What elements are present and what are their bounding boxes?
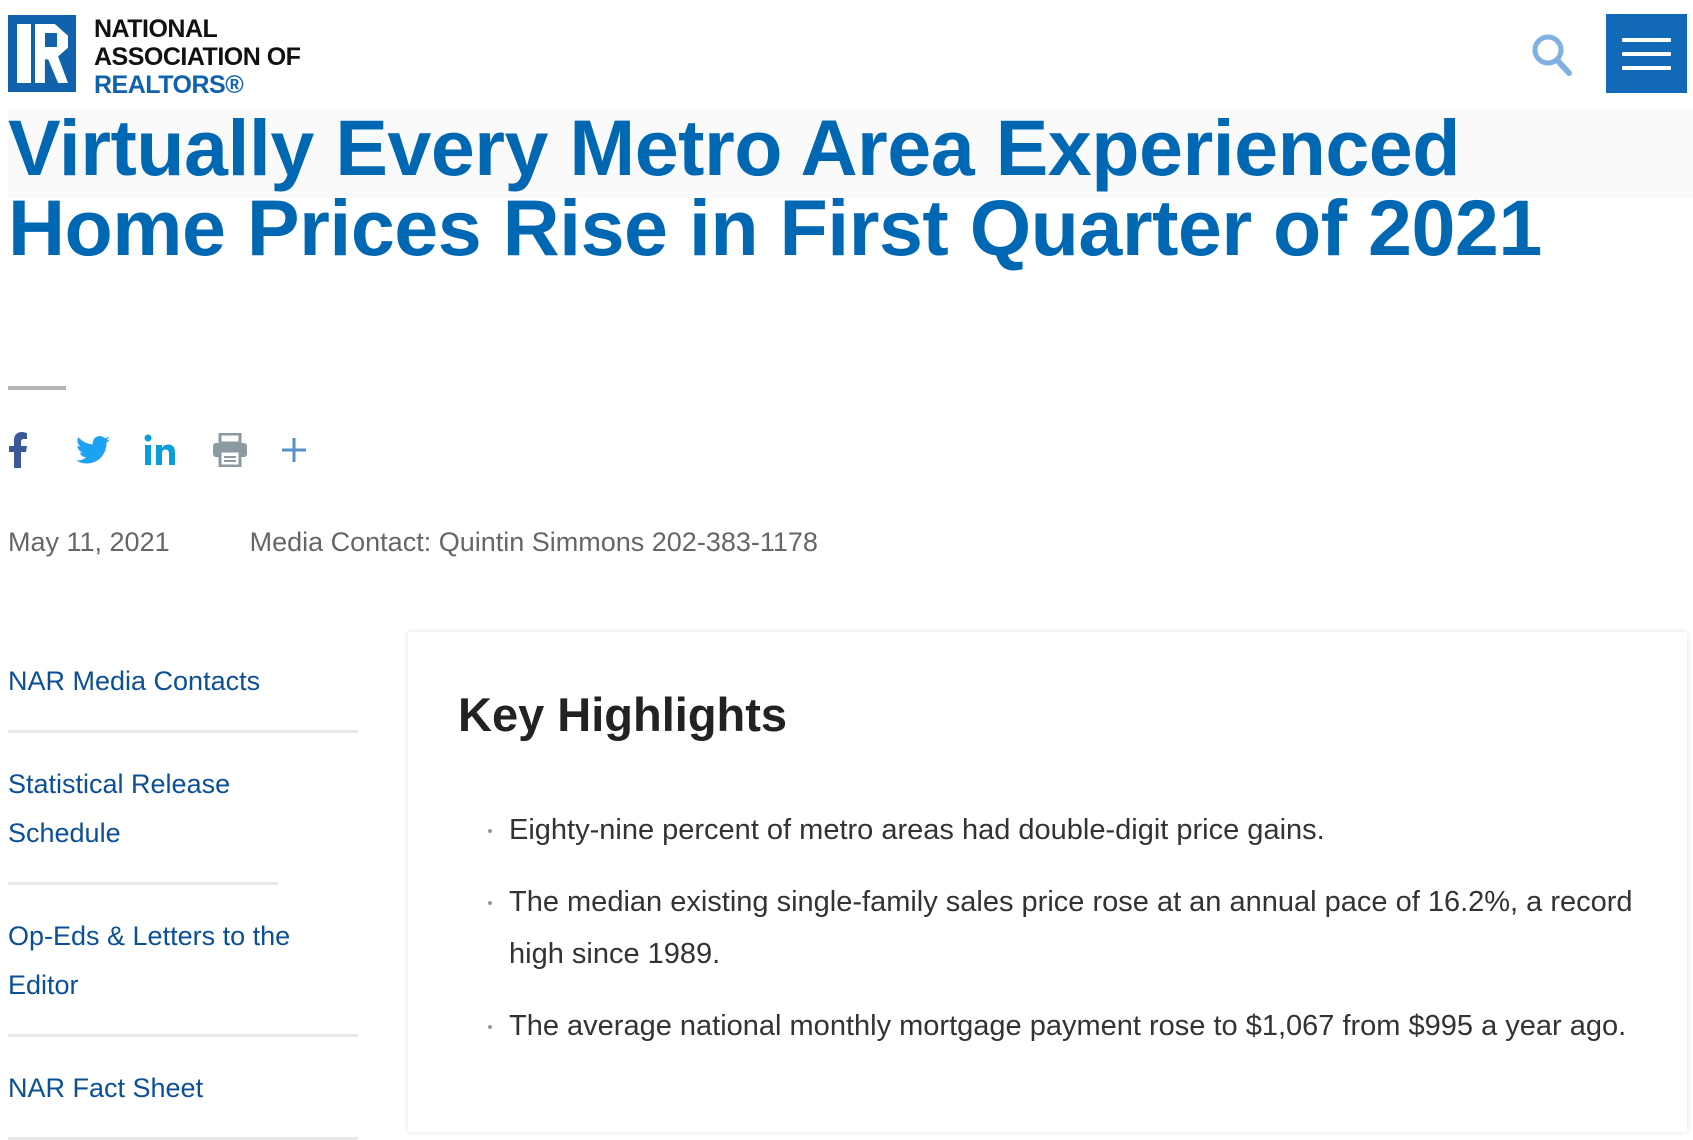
twitter-share-button[interactable] <box>76 428 144 472</box>
twitter-icon <box>76 436 110 464</box>
search-button[interactable] <box>1530 32 1574 76</box>
list-item: The average national monthly mortgage pa… <box>488 1000 1658 1052</box>
linkedin-icon <box>144 434 175 465</box>
logo-line-1: NATIONAL <box>94 15 218 43</box>
sidebar-item-statistical-release-schedule[interactable]: Statistical Release Schedule <box>8 733 278 885</box>
key-highlights-heading: Key Highlights <box>458 688 788 741</box>
list-item: The median existing single-family sales … <box>488 876 1658 980</box>
print-button[interactable] <box>212 428 280 472</box>
logo-wordmark: NATIONAL ASSOCIATION OF REALTORS® <box>94 15 301 99</box>
print-icon <box>213 433 247 467</box>
nar-logo[interactable]: NATIONAL ASSOCIATION OF REALTORS® <box>8 15 301 99</box>
facebook-share-button[interactable] <box>8 428 76 472</box>
page-title: Virtually Every Metro Area Experienced H… <box>8 108 1693 268</box>
plus-icon <box>282 438 306 462</box>
logo-line-3: REALTORS® <box>94 71 244 99</box>
highlights-list: Eighty-nine percent of metro areas had d… <box>488 804 1658 1072</box>
linkedin-share-button[interactable] <box>144 428 212 472</box>
sidebar-item-nar-fact-sheet[interactable]: NAR Fact Sheet <box>8 1037 358 1140</box>
publish-date: May 11, 2021 <box>8 527 170 557</box>
title-divider <box>8 386 66 390</box>
list-item: Eighty-nine percent of metro areas had d… <box>488 804 1658 856</box>
sidebar-item-nar-media-contacts[interactable]: NAR Media Contacts <box>8 632 358 733</box>
more-share-button[interactable] <box>280 428 348 472</box>
key-highlights-card: Key Highlights Eighty-nine percent of me… <box>408 632 1687 1132</box>
sidebar-item-op-eds-letters[interactable]: Op-Eds & Letters to the Editor <box>8 885 358 1037</box>
share-bar <box>8 428 348 472</box>
article-meta: May 11, 2021 Media Contact: Quintin Simmo… <box>8 527 818 558</box>
media-contact: Media Contact: Quintin Simmons 202-383-1… <box>249 527 818 557</box>
logo-line-2: ASSOCIATION OF <box>94 43 301 71</box>
search-icon <box>1532 34 1572 76</box>
realtor-r-logo-icon <box>8 15 76 92</box>
sidebar-nav: NAR Media Contacts Statistical Release S… <box>8 632 358 1140</box>
menu-button[interactable] <box>1606 14 1687 93</box>
facebook-icon <box>9 432 27 468</box>
